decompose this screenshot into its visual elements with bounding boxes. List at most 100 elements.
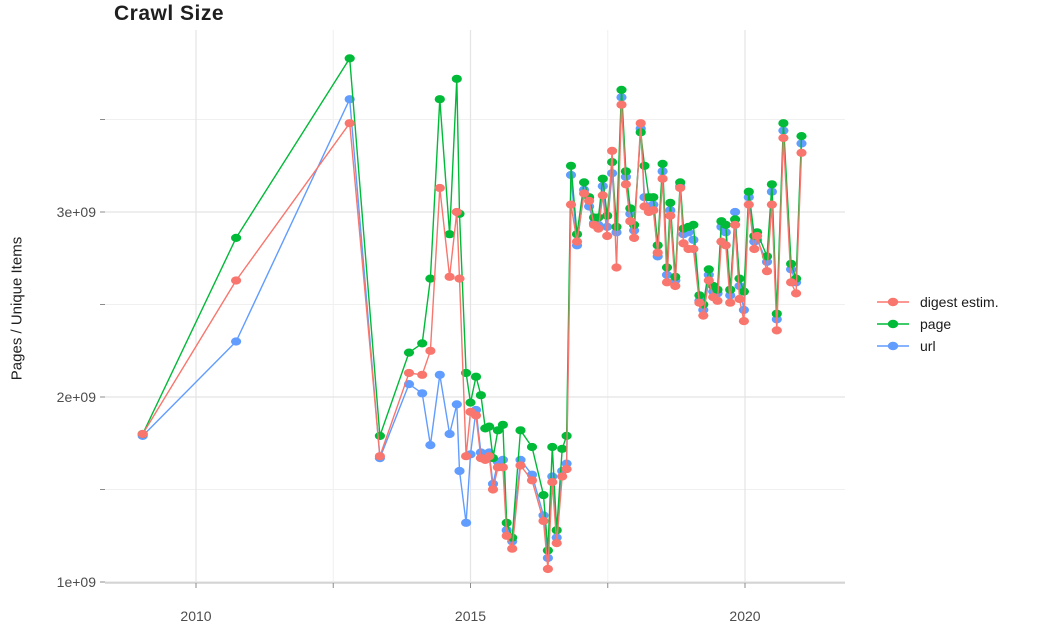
series-page-point [725, 285, 736, 294]
series-page-point [694, 291, 705, 300]
series-digest-point [461, 452, 472, 461]
series-page-point [557, 444, 568, 453]
series-page-point [434, 95, 445, 104]
series-url-point [444, 429, 455, 439]
series-page-point [470, 372, 482, 381]
series-url-point [454, 466, 465, 476]
series-page-point [778, 119, 789, 128]
series-page-point [444, 230, 455, 239]
legend-item-url: url [876, 335, 999, 357]
series-page-point [475, 391, 486, 400]
series-digest-point [703, 276, 714, 285]
legend-key-marker [877, 297, 909, 307]
series-page-point [465, 398, 476, 407]
series-digest-point [597, 191, 608, 200]
series-digest-point [698, 311, 709, 320]
series-page-point [611, 222, 622, 231]
y-tick-label: 2e+09 [57, 389, 97, 405]
x-tick-label: 2020 [729, 608, 760, 624]
series-page-point [616, 85, 627, 94]
series-digest-point [497, 463, 508, 472]
series-digest-point [425, 346, 436, 355]
series-page-point [720, 220, 731, 229]
series-digest-point [625, 217, 636, 226]
series-digest-point [470, 411, 482, 420]
series-digest-point [538, 516, 549, 526]
series-page-point [639, 161, 650, 170]
series-page-point [688, 220, 699, 229]
series-page-point [403, 348, 415, 357]
series-digest-point [778, 133, 789, 143]
series-page-point [648, 193, 659, 202]
series-page-point [620, 167, 632, 176]
series-page-point [738, 287, 750, 296]
series-digest-point [547, 478, 558, 487]
series-url-point [730, 207, 741, 217]
series-digest [137, 100, 807, 574]
series-page-point [425, 274, 436, 283]
series-page-point [597, 174, 608, 183]
series-page-point [786, 259, 797, 268]
legend-label: digest estim. [920, 294, 999, 310]
series-page-point [374, 431, 385, 440]
legend-item-digest-estim: digest estim. [876, 291, 999, 313]
series-url [137, 93, 807, 563]
series-digest-point [648, 206, 659, 215]
series-page-point [547, 442, 558, 452]
series-digest-point [752, 231, 763, 241]
series-digest-point [515, 461, 526, 470]
series-digest-point [454, 274, 465, 283]
series-digest-point [444, 272, 455, 281]
series-url-point [607, 169, 618, 178]
series-digest-point [565, 200, 577, 209]
series-digest-point [484, 452, 495, 461]
series-page-point [657, 159, 668, 168]
series-digest-point [561, 465, 572, 474]
series-page-point [761, 252, 773, 261]
series-digest-point [374, 452, 385, 461]
series-url-point [597, 182, 608, 191]
legend-key-marker [877, 319, 909, 329]
series-digest-point [231, 276, 242, 285]
series-url-line [142, 96, 803, 559]
series-digest-point [607, 146, 618, 155]
series-page-point [344, 54, 355, 63]
y-tick-label: 1e+09 [57, 574, 97, 590]
y-axis-label: Pages / Unique Items [8, 236, 26, 381]
series-digest-point [743, 200, 754, 209]
series-digest-point [635, 119, 646, 128]
series-digest-point [670, 281, 681, 291]
series-digest-point [417, 370, 428, 379]
y-tick-label: 3e+09 [57, 204, 97, 220]
series-digest-point [771, 326, 782, 335]
series-page-point [766, 180, 778, 189]
series-page-point [571, 230, 583, 239]
legend: digest estim. page url [876, 291, 999, 357]
series-digest-point [542, 564, 554, 574]
series-url-point [434, 370, 445, 379]
series-digest-point [665, 211, 676, 220]
series-url-point [688, 235, 699, 244]
series-digest-point [688, 244, 699, 254]
series-page-point [743, 187, 754, 196]
series-digest-point [620, 180, 632, 189]
series-url-point [451, 400, 462, 409]
series-page-point [625, 204, 636, 213]
series-page-point [796, 132, 807, 141]
series-page-point [538, 491, 549, 500]
series-digest-point [579, 189, 590, 198]
series-digest-point [652, 248, 663, 257]
series-url-point [461, 518, 472, 527]
series-page-point [579, 178, 590, 187]
series-page-point [734, 274, 745, 283]
series-page-point [231, 233, 242, 242]
series-digest-point [344, 119, 355, 128]
legend-label: page [920, 316, 952, 332]
series-digest-point [571, 237, 583, 246]
series-digest-point [738, 317, 750, 326]
series-digest-point [526, 476, 538, 485]
series-url-point [231, 337, 242, 346]
series-digest-point [487, 485, 499, 494]
